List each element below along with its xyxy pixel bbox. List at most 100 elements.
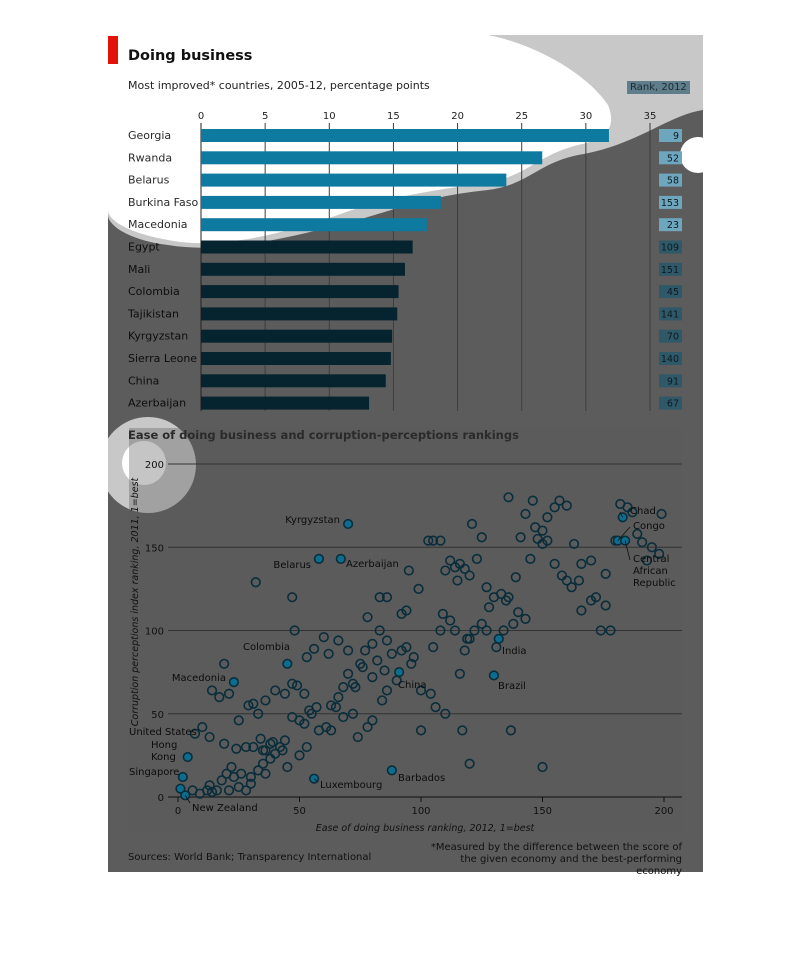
scatter-point <box>299 688 310 699</box>
scatter-point <box>270 685 281 696</box>
scatter-point <box>343 668 354 679</box>
bar-category-label: Sierra Leone <box>128 352 197 365</box>
scatter-y-tick-label: 0 <box>158 793 164 804</box>
scatter-point <box>248 698 259 709</box>
scatter-point <box>347 708 359 719</box>
scatter-point-label: Macedonia <box>172 673 226 684</box>
scatter-point <box>415 685 427 696</box>
scatter-point <box>476 532 487 543</box>
scatter-point <box>248 741 259 753</box>
scatter-point <box>379 665 390 676</box>
bar-x-tick-label: 5 <box>262 111 268 122</box>
scatter-point <box>257 745 269 756</box>
rank-badge <box>659 329 682 343</box>
scatter-point-label: China <box>398 680 427 691</box>
scatter-point <box>428 642 439 653</box>
scatter-point <box>566 582 577 593</box>
scatter-point <box>513 607 524 618</box>
scatter-y-tick-label: 100 <box>145 627 164 638</box>
scatter-x-tick-label: 150 <box>533 806 552 817</box>
scatter-point <box>656 508 667 520</box>
scatter-point-label: Barbados <box>398 773 445 784</box>
scatter-point <box>415 725 427 736</box>
scatter-point <box>223 785 235 796</box>
scatter-point <box>330 701 342 713</box>
spot-white <box>122 441 166 485</box>
scatter-point-highlight <box>282 658 293 669</box>
scatter-point <box>510 572 521 583</box>
scatter-point <box>240 741 252 753</box>
scatter-point <box>459 645 470 656</box>
scatter-point <box>360 645 371 656</box>
rank-badge <box>659 129 682 142</box>
scatter-point <box>223 688 235 699</box>
scatter-point <box>333 635 344 646</box>
scatter-point <box>637 537 648 548</box>
bar <box>201 285 399 299</box>
scatter-point <box>483 602 495 613</box>
scatter-point <box>440 708 451 719</box>
scatter-point <box>367 672 378 683</box>
rank-value: 91 <box>667 376 679 387</box>
scatter-point <box>381 635 393 646</box>
bar-category-label: Tajikistan <box>127 307 179 320</box>
scatter-point <box>466 518 478 530</box>
bar-category-label: Rwanda <box>128 151 172 164</box>
scatter-point <box>245 771 256 783</box>
scatter-point-label: African <box>633 566 668 577</box>
scatter-point <box>301 741 312 753</box>
scatter-point <box>481 625 492 636</box>
rank-value: 67 <box>667 399 679 410</box>
scatter-point <box>576 605 587 616</box>
scatter-point-label: India <box>502 646 527 657</box>
scatter-point <box>632 528 643 540</box>
scatter-point-highlight <box>228 677 239 688</box>
scatter-point-highlight <box>175 783 186 794</box>
scatter-point <box>476 618 487 629</box>
scatter-point <box>440 565 451 576</box>
scatter-point <box>325 725 337 736</box>
scatter-point <box>323 648 334 659</box>
scatter-point-label: Belarus <box>273 560 311 571</box>
scatter-point-label: Hong <box>151 740 177 751</box>
bar-category-label: Mali <box>128 263 150 276</box>
rank-value: 141 <box>661 309 679 320</box>
scatter-point <box>508 618 519 629</box>
rank-badge <box>659 396 682 410</box>
scatter-point <box>206 685 218 696</box>
scatter-point <box>627 507 638 518</box>
scatter-point <box>469 625 480 636</box>
scatter-point <box>381 592 393 603</box>
scatter-point <box>243 700 254 711</box>
bar-x-tick-label: 25 <box>515 111 528 122</box>
bar-category-label: Macedonia <box>128 218 188 231</box>
scatter-point <box>260 695 271 706</box>
scatter-point <box>428 535 439 546</box>
scatter-point <box>498 625 509 636</box>
scatter-point-label: Luxembourg <box>320 780 382 791</box>
rank-value: 23 <box>667 220 679 231</box>
scatter-point <box>357 662 368 673</box>
bar-x-tick-label: 35 <box>644 111 657 122</box>
scatter-point <box>520 613 531 624</box>
bar-category-label: Egypt <box>128 241 160 254</box>
scatter-y-tick-label: 150 <box>145 543 164 554</box>
scatter-point-highlight <box>182 751 193 763</box>
scatter-point <box>236 768 247 779</box>
scatter-point <box>204 780 215 791</box>
scatter-point-label: United States <box>129 727 197 738</box>
scatter-point <box>362 721 373 733</box>
bar <box>201 151 543 165</box>
scatter-point <box>308 643 320 654</box>
scatter-point <box>413 583 424 594</box>
scatter-point <box>520 508 531 520</box>
scatter-point <box>527 495 538 506</box>
scatter-point <box>408 652 419 663</box>
scatter-point <box>197 721 208 733</box>
bar <box>201 173 507 187</box>
scatter-point <box>585 555 597 566</box>
scatter-point-highlight <box>343 518 354 530</box>
scatter-point-label: Congo <box>633 521 665 532</box>
scatter-point <box>260 768 271 779</box>
